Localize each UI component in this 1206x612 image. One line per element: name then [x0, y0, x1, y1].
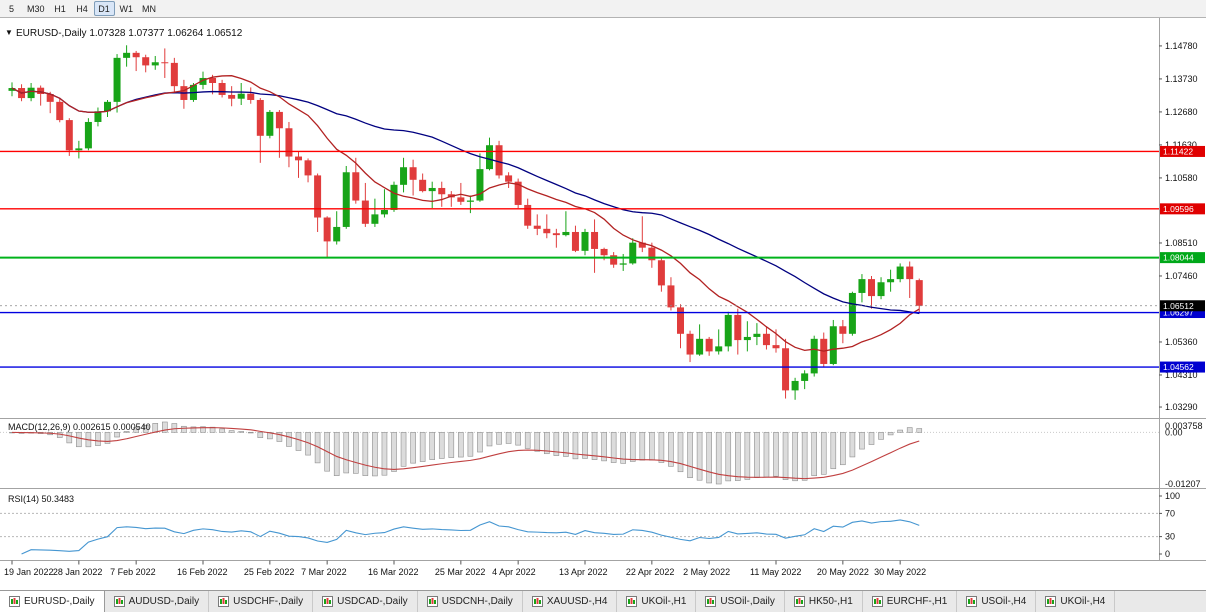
svg-text:1.11630: 1.11630 — [1165, 140, 1197, 150]
chart-tab-usoil-daily[interactable]: USOil-,Daily — [696, 591, 785, 612]
timeframe-button-m30[interactable]: M30 — [23, 1, 49, 16]
mini-chart-icon — [531, 596, 543, 607]
chart-tab-label: UKOil-,H4 — [1060, 596, 1106, 607]
mini-chart-icon — [9, 596, 20, 607]
svg-text:16 Feb 2022: 16 Feb 2022 — [177, 567, 228, 577]
chart-tab-label: USOil-,H4 — [981, 596, 1027, 607]
svg-text:100: 100 — [1165, 491, 1180, 501]
chart-tab-usdcad-daily[interactable]: USDCAD-,Daily — [313, 591, 418, 612]
svg-text:25 Mar 2022: 25 Mar 2022 — [435, 567, 486, 577]
svg-text:22 Apr 2022: 22 Apr 2022 — [626, 567, 675, 577]
rsi-label: RSI(14) 50.3483 — [8, 494, 74, 504]
price-axis: 1.14780 1.13730 1.12680 1.11630 1.10580 1.085… — [1159, 41, 1198, 412]
timeframe-button-5[interactable]: 5 — [1, 1, 22, 16]
chart-tab-label: EURUSD-,Daily — [24, 596, 95, 607]
svg-text:11 May 2022: 11 May 2022 — [750, 567, 801, 577]
svg-text:25 Feb 2022: 25 Feb 2022 — [244, 567, 295, 577]
svg-text:30: 30 — [1165, 532, 1175, 542]
svg-text:1.12680: 1.12680 — [1165, 107, 1198, 117]
mini-chart-icon — [871, 596, 883, 607]
rsi-pane: 100 70 30 0 — [0, 491, 1180, 559]
chart-tab-eurchf-h1[interactable]: EURCHF-,H1 — [862, 591, 958, 612]
mini-chart-icon — [626, 596, 638, 607]
chart-tab-label: AUDUSD-,Daily — [128, 596, 200, 607]
mini-chart-icon — [793, 596, 805, 607]
svg-text:1.09596: 1.09596 — [1163, 204, 1194, 214]
svg-text:2 May 2022: 2 May 2022 — [683, 567, 730, 577]
chart-tab-label: XAUUSD-,H4 — [546, 596, 608, 607]
macd-label: MACD(12,26,9) 0.002615 0.000540 — [8, 422, 151, 432]
svg-text:7 Feb 2022: 7 Feb 2022 — [110, 567, 156, 577]
chart-tab-audusd-daily[interactable]: AUDUSD-,Daily — [104, 591, 210, 612]
svg-text:1.04310: 1.04310 — [1165, 370, 1198, 380]
svg-text:1.03290: 1.03290 — [1165, 402, 1198, 412]
svg-text:70: 70 — [1165, 508, 1175, 518]
chart-dynamic-layer: 1.14780 1.13730 1.12680 1.11630 1.10580 1.085… — [0, 18, 1206, 590]
svg-text:20 May 2022: 20 May 2022 — [817, 567, 869, 577]
svg-text:7 Mar 2022: 7 Mar 2022 — [301, 567, 347, 577]
svg-text:30 May 2022: 30 May 2022 — [874, 567, 926, 577]
svg-text:1.06512: 1.06512 — [1163, 301, 1194, 311]
svg-text:0.00: 0.00 — [1165, 427, 1183, 437]
horizontal-lines — [0, 150, 1159, 368]
symbol-dropdown-icon[interactable]: ▼ — [5, 28, 13, 37]
timeframe-button-w1[interactable]: W1 — [116, 1, 138, 16]
mini-chart-icon — [322, 596, 334, 607]
chart-tab-usoil-h4[interactable]: USOil-,H4 — [957, 591, 1037, 612]
chart-symbol-ohlc: EURUSD-,Daily 1.07328 1.07377 1.06264 1.… — [16, 28, 243, 39]
chart-tab-xauusd-h4[interactable]: XAUUSD-,H4 — [522, 591, 618, 612]
svg-text:28 Jan 2022: 28 Jan 2022 — [53, 567, 103, 577]
mini-chart-icon — [705, 596, 717, 607]
svg-text:4 Apr 2022: 4 Apr 2022 — [492, 567, 536, 577]
chart-tab-ukoil-h1[interactable]: UKOil-,H1 — [617, 591, 697, 612]
date-axis: 19 Jan 2022 28 Jan 2022 7 Feb 2022 16 Feb 2… — [4, 560, 926, 577]
chart-tab-ukoil-h4[interactable]: UKOil-,H4 — [1036, 591, 1116, 612]
chart-canvas[interactable]: 1.14780 1.13730 1.12680 1.11630 1.10580 1.085… — [0, 18, 1206, 590]
svg-text:1.08044: 1.08044 — [1163, 253, 1194, 263]
svg-text:1.08510: 1.08510 — [1165, 238, 1198, 248]
svg-text:0: 0 — [1165, 549, 1170, 559]
mini-chart-icon — [426, 596, 438, 607]
timeframe-button-h4[interactable]: H4 — [72, 1, 93, 16]
svg-text:1.11422: 1.11422 — [1163, 146, 1193, 156]
chart-tab-label: USDCAD-,Daily — [337, 596, 408, 607]
chart-tab-bar: EURUSD-,Daily AUDUSD-,Daily USDCHF-,Daily U… — [0, 590, 1206, 612]
svg-text:1.06297: 1.06297 — [1163, 308, 1194, 318]
pane-separators — [0, 18, 1206, 561]
timeframe-button-d1[interactable]: D1 — [93, 1, 115, 16]
svg-text:19 Jan 2022: 19 Jan 2022 — [4, 567, 54, 577]
candles — [8, 45, 923, 400]
chart-tab-usdchf-daily[interactable]: USDCHF-,Daily — [209, 591, 314, 612]
svg-text:0.003758: 0.003758 — [1165, 421, 1203, 431]
chart-tab-label: EURCHF-,H1 — [886, 596, 948, 607]
svg-text:1.05360: 1.05360 — [1165, 337, 1198, 347]
chart-tab-label: UKOil-,H1 — [641, 596, 687, 607]
chart-tab-hk50-h1[interactable]: HK50-,H1 — [784, 591, 863, 612]
svg-text:1.07460: 1.07460 — [1165, 271, 1198, 281]
chart-tab-usdcnh-daily[interactable]: USDCNH-,Daily — [417, 591, 523, 612]
timeframe-button-mn[interactable]: MN — [138, 1, 160, 16]
svg-text:1.04562: 1.04562 — [1163, 362, 1194, 372]
svg-text:1.14780: 1.14780 — [1165, 41, 1198, 51]
svg-text:1.10580: 1.10580 — [1165, 173, 1198, 183]
chart-tab-label: USDCNH-,Daily — [441, 596, 513, 607]
chart-tab-label: USDCHF-,Daily — [233, 596, 304, 607]
mini-chart-icon — [966, 596, 978, 607]
mini-chart-icon — [113, 596, 125, 607]
chart-tab-label: HK50-,H1 — [808, 596, 853, 607]
svg-text:1.13730: 1.13730 — [1165, 74, 1198, 84]
chart-tab-label: USOil-,Daily — [720, 596, 775, 607]
chart-tab-eurusd-daily[interactable]: EURUSD-,Daily — [0, 591, 105, 612]
svg-text:13 Apr 2022: 13 Apr 2022 — [559, 567, 608, 577]
mini-chart-icon — [218, 596, 230, 607]
svg-text:16 Mar 2022: 16 Mar 2022 — [368, 567, 419, 577]
mini-chart-icon — [1045, 596, 1057, 607]
svg-text:-0.01207: -0.01207 — [1165, 479, 1201, 489]
timeframe-button-h1[interactable]: H1 — [50, 1, 71, 16]
timeframe-toolbar: 5 M30 H1 H4 D1 W1 MN — [0, 0, 1206, 18]
